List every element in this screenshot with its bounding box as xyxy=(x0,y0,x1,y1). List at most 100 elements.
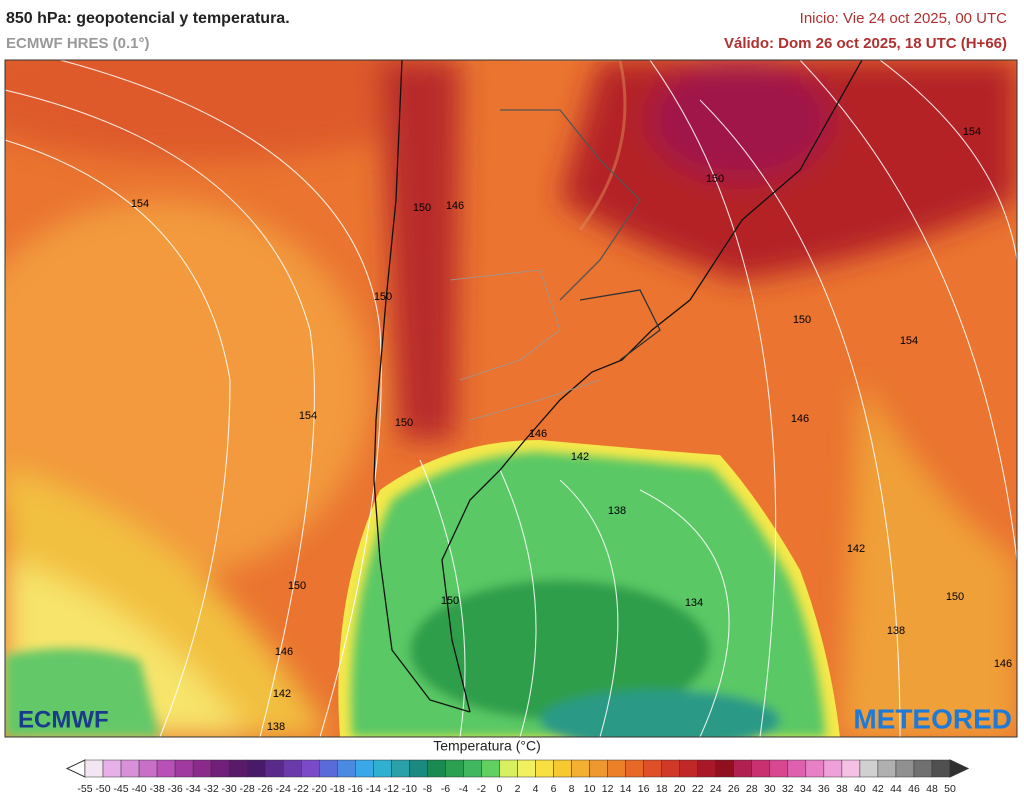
colorbar-tick-label: 30 xyxy=(764,783,776,795)
colorbar-box xyxy=(553,759,572,778)
contour-label: 142 xyxy=(273,688,291,700)
contour-label: 134 xyxy=(685,597,703,609)
contour-label: 138 xyxy=(608,505,626,517)
colorbar-tick-label: 28 xyxy=(746,783,758,795)
colorbar-box xyxy=(625,759,644,778)
map-frame xyxy=(4,59,1018,738)
colorbar-tick-label: 20 xyxy=(674,783,686,795)
colorbar-box xyxy=(715,759,735,778)
colorbar-arrow xyxy=(949,759,970,778)
contour-label: 150 xyxy=(946,591,964,603)
colorbar-box xyxy=(787,759,807,778)
colorbar-box xyxy=(571,759,590,778)
colorbar-box xyxy=(264,759,284,778)
colorbar-tick-label: 8 xyxy=(569,783,575,795)
contour-label: 138 xyxy=(887,625,905,637)
colorbar-tick-label: -14 xyxy=(366,783,381,795)
colorbar-box xyxy=(319,759,338,778)
colorbar-box xyxy=(463,759,482,778)
colorbar-tick-label: -22 xyxy=(294,783,309,795)
colorbar-tick-label: -36 xyxy=(168,783,183,795)
colorbar-box xyxy=(282,759,302,778)
contour-label: 150 xyxy=(374,291,392,303)
colorbar-tick-label: -24 xyxy=(276,783,291,795)
colorbar-box xyxy=(337,759,356,778)
colorbar-box xyxy=(120,759,140,778)
colorbar-box xyxy=(823,759,843,778)
colorbar-tick-label: -26 xyxy=(258,783,273,795)
valid-time: Válido: Dom 26 oct 2025, 18 UTC (H+66) xyxy=(724,35,1007,52)
contour-label: 150 xyxy=(441,595,459,607)
init-time: Inicio: Vie 24 oct 2025, 00 UTC xyxy=(800,10,1008,27)
colorbar-box xyxy=(535,759,554,778)
colorbar-arrow xyxy=(65,759,86,778)
colorbar-box xyxy=(138,759,158,778)
colorbar-box xyxy=(517,759,536,778)
colorbar-box xyxy=(931,759,951,778)
colorbar-tick-label: 16 xyxy=(638,783,650,795)
colorbar-tick-label: -18 xyxy=(330,783,345,795)
colorbar-tick-label: 46 xyxy=(908,783,920,795)
colorbar-box xyxy=(192,759,212,778)
colorbar-tick-label: 42 xyxy=(872,783,884,795)
colorbar-box xyxy=(156,759,176,778)
contour-label: 146 xyxy=(275,646,293,658)
legend-title: Temperatura (°C) xyxy=(433,738,541,754)
colorbar-tick-label: -32 xyxy=(204,783,219,795)
contour-label: 138 xyxy=(267,721,285,733)
contour-label: 146 xyxy=(994,658,1012,670)
colorbar-tick-label: 34 xyxy=(800,783,812,795)
colorbar-box xyxy=(697,759,716,778)
colorbar-box xyxy=(355,759,374,778)
colorbar-tick-label: 18 xyxy=(656,783,668,795)
colorbar-box xyxy=(301,759,320,778)
colorbar-tick-label: 38 xyxy=(836,783,848,795)
colorbar-box xyxy=(373,759,392,778)
colorbar-tick-label: 4 xyxy=(533,783,539,795)
colorbar-tick-label: -6 xyxy=(441,783,450,795)
colorbar-tick-label: -55 xyxy=(77,783,92,795)
colorbar-box xyxy=(427,759,446,778)
contour-label: 154 xyxy=(900,335,918,347)
colorbar-tick-label: -38 xyxy=(149,783,164,795)
colorbar-tick-label: 36 xyxy=(818,783,830,795)
contour-label: 150 xyxy=(288,580,306,592)
colorbar-tick-label: 12 xyxy=(602,783,614,795)
colorbar-box xyxy=(102,759,122,778)
colorbar-tick-label: 14 xyxy=(620,783,632,795)
contour-label: 142 xyxy=(571,451,589,463)
colorbar-tick-label: 50 xyxy=(944,783,956,795)
colorbar-box xyxy=(246,759,266,778)
colorbar-tick-label: 32 xyxy=(782,783,794,795)
colorbar-tick-label: -4 xyxy=(459,783,468,795)
map-title: 850 hPa: geopotencial y temperatura. xyxy=(6,10,290,27)
colorbar-box xyxy=(841,759,861,778)
colorbar-box xyxy=(391,759,410,778)
colorbar-tick-label: -2 xyxy=(477,783,486,795)
colorbar-box xyxy=(210,759,230,778)
colorbar-box xyxy=(409,759,428,778)
contour-label: 150 xyxy=(395,417,413,429)
colorbar-box xyxy=(877,759,897,778)
colorbar-box xyxy=(499,759,518,778)
colorbar-tick-label: 44 xyxy=(890,783,902,795)
colorbar-tick-label: 6 xyxy=(551,783,557,795)
contour-label: 146 xyxy=(791,413,809,425)
colorbar-box xyxy=(679,759,698,778)
colorbar-tick-label: 10 xyxy=(584,783,596,795)
colorbar-tick-label: -20 xyxy=(312,783,327,795)
colorbar-box xyxy=(481,759,500,778)
contour-label: 150 xyxy=(413,202,431,214)
contour-labels: 154 150 146 150 154 150 146 142 138 150 154 150 154 1… xyxy=(131,126,1012,733)
colorbar: -55 -50 -45 -40 -38 -36 -34 -32 -30 -28 -26 -24 -22-… xyxy=(65,759,970,795)
colorbar-tick-label: 26 xyxy=(728,783,740,795)
colorbar-box xyxy=(228,759,248,778)
colorbar-box xyxy=(913,759,933,778)
contour-label: 154 xyxy=(963,126,981,138)
colorbar-box xyxy=(174,759,194,778)
colorbar-box xyxy=(733,759,753,778)
colorbar-box xyxy=(445,759,464,778)
contour-label: 146 xyxy=(529,428,547,440)
colorbar-tick-label: -8 xyxy=(423,783,432,795)
